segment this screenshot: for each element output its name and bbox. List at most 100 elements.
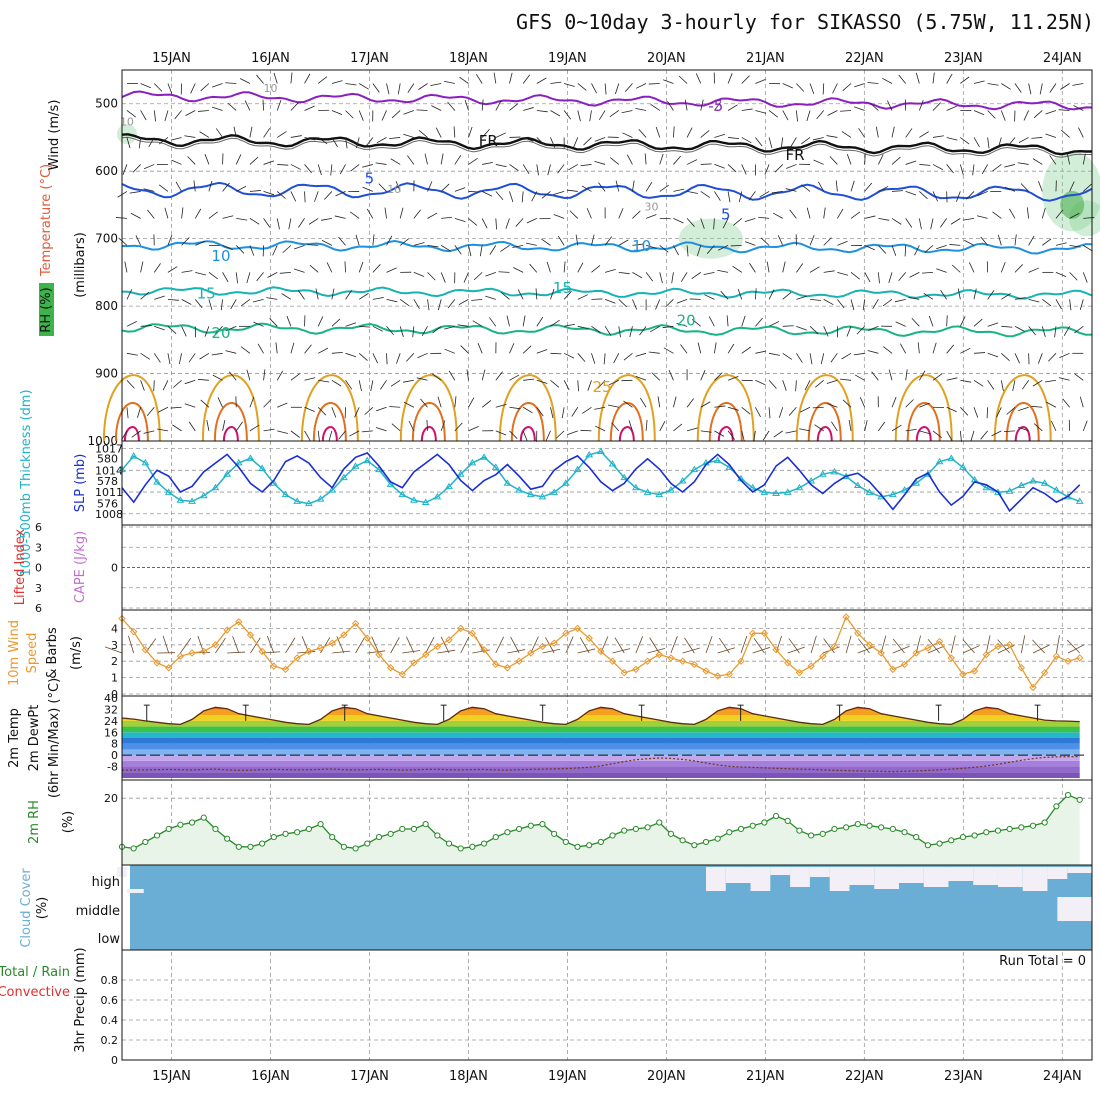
upper-wind-barb [755,79,765,83]
bottom-day-label: 15JAN [152,1069,191,1084]
upper-wind-barb [373,264,381,272]
upper-wind-barb [154,380,155,391]
upper-wind-barb [673,126,674,137]
rh-point [879,825,884,830]
upper-wind-barb [392,110,400,118]
upper-wind-barb [1033,159,1042,165]
upper-wind-barb [509,73,512,84]
upper-wind-barb [960,164,963,175]
upper-wind-barb [865,420,867,431]
rh-point [260,841,265,846]
upper-wind-barb [373,234,374,245]
rh-point [201,815,206,820]
upper-wind-barb [455,188,465,192]
upper-wind-barb [973,164,974,175]
upper-wind-barb [432,374,441,380]
upper-wind-barb [767,262,769,273]
upper-wind-barb [786,164,796,168]
upper-wind-barb [810,353,812,364]
upper-wind-barb [264,161,274,165]
upper-wind-barb [878,218,889,220]
upper-wind-barb [851,299,854,310]
upper-wind-barb [899,272,906,280]
upper-wind-barb [403,380,414,382]
rh-point [481,841,486,846]
upper-wind-barb [769,322,779,327]
upper-wind-barb [1029,268,1039,272]
upper-wind-barb [588,380,592,390]
upper-wind-barb [796,326,806,330]
rh-point [832,826,837,831]
upper-wind-barb [783,110,788,120]
upper-wind-barb [556,431,564,439]
upper-ylabel-millibars: (millibars) [73,232,88,298]
rh-point [143,839,148,844]
upper-wind-barb [554,191,565,194]
upper-wind-barb [783,380,787,390]
upper-wind-barb [509,104,518,111]
upper-wind-barb [387,299,398,301]
upper-wind-barb [391,380,400,386]
wind10m-barb [650,638,660,653]
upper-wind-barb [749,263,755,272]
cloud-tick-label: low [98,932,121,947]
upper-wind-barb [906,128,912,137]
upper-wind-barb [318,348,328,353]
upper-wind-barb [125,262,127,273]
rh-shade [679,219,743,259]
upper-wind-barb [988,110,996,118]
upper-wind-barb [876,127,878,138]
upper-wind-barb [223,216,234,219]
upper-wind-barb [851,272,860,279]
upper-wind-barb [940,218,946,227]
upper-wind-barb [622,110,633,112]
temp-color-band [122,761,1087,767]
upper-wind-barb [590,110,592,121]
wind10m-barb [180,638,190,653]
upper-wind-barb [807,110,810,121]
upper-wind-barb [266,298,277,300]
upper-wind-barb [332,110,342,114]
rh-point [1054,804,1059,809]
rh-point [131,846,136,851]
upper-wind-barb [599,110,605,119]
lifted-tick-label: 6 [35,602,42,615]
upper-wind-barb [287,316,291,326]
upper-wind-barb [810,83,814,93]
upper-wind-barb [758,217,769,218]
isotherm-25-lobe [302,375,358,441]
upper-wind-barb [407,156,413,165]
upper-wind-barb [359,293,368,299]
upper-wind-barb [382,110,386,120]
upper-wind-barb [987,407,988,418]
cloud-clear-patch [1057,897,1092,921]
isotherm-30-lobe [413,403,445,441]
upper-wind-barb [591,235,594,246]
cloud-clear-patch [899,867,924,883]
precip-tick-label: 0.4 [101,1014,119,1027]
upper-wind-barb [919,100,923,110]
isotherm-label: 10 [211,247,230,265]
upper-wind-barb [482,218,487,228]
upper-wind-barb [974,353,985,354]
upper-wind-barb [778,235,782,245]
top-day-label: 17JAN [350,51,389,66]
upper-wind-barb [201,83,209,90]
precip-tick-label: 0.6 [101,994,119,1007]
upper-wind-barb [324,191,332,199]
upper-wind-barb [610,110,619,116]
upper-wind-barb [189,353,195,362]
isotherm-label: -5 [708,97,723,115]
upper-wind-barb [200,132,209,138]
upper-wind-barb [268,272,278,277]
upper-wind-barb [168,299,179,300]
upper-wind-barb [570,211,578,219]
upper-wind-barb [332,407,336,417]
upper-wind-barb [182,271,193,273]
upper-wind-barb [591,265,600,272]
upper-wind-barb [171,137,182,140]
isotherm-30-lobe [611,403,643,441]
upper-wind-barb [359,262,363,272]
upper-wind-barb [455,218,466,221]
cloud-clear-patch [1067,867,1092,873]
